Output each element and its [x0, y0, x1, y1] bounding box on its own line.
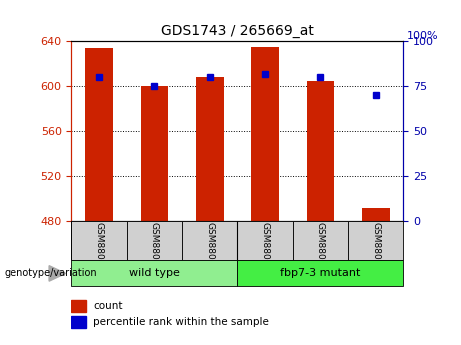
- Bar: [362, 208, 390, 221]
- Text: GSM88054: GSM88054: [371, 222, 380, 271]
- Bar: [237, 260, 403, 286]
- Bar: [293, 221, 348, 260]
- Text: GSM88053: GSM88053: [316, 222, 325, 271]
- Bar: [348, 221, 403, 260]
- Bar: [71, 260, 237, 286]
- Text: fbp7-3 mutant: fbp7-3 mutant: [280, 268, 361, 278]
- Text: GSM88045: GSM88045: [205, 222, 214, 271]
- Text: 100%: 100%: [407, 31, 438, 41]
- Bar: [127, 221, 182, 260]
- Bar: [182, 221, 237, 260]
- Bar: [251, 47, 279, 221]
- Text: count: count: [93, 301, 123, 311]
- Text: genotype/variation: genotype/variation: [5, 268, 97, 278]
- Bar: [237, 221, 293, 260]
- Bar: [196, 77, 224, 221]
- Text: wild type: wild type: [129, 268, 180, 278]
- Title: GDS1743 / 265669_at: GDS1743 / 265669_at: [161, 23, 314, 38]
- Text: GSM88052: GSM88052: [260, 222, 270, 271]
- Bar: [141, 86, 168, 221]
- Text: percentile rank within the sample: percentile rank within the sample: [93, 317, 269, 327]
- Text: GSM88044: GSM88044: [150, 222, 159, 271]
- Polygon shape: [49, 266, 65, 281]
- Bar: [71, 221, 127, 260]
- Bar: [71, 300, 86, 312]
- Bar: [71, 316, 86, 328]
- Bar: [307, 81, 334, 221]
- Text: GSM88043: GSM88043: [95, 222, 104, 271]
- Bar: [85, 48, 113, 221]
